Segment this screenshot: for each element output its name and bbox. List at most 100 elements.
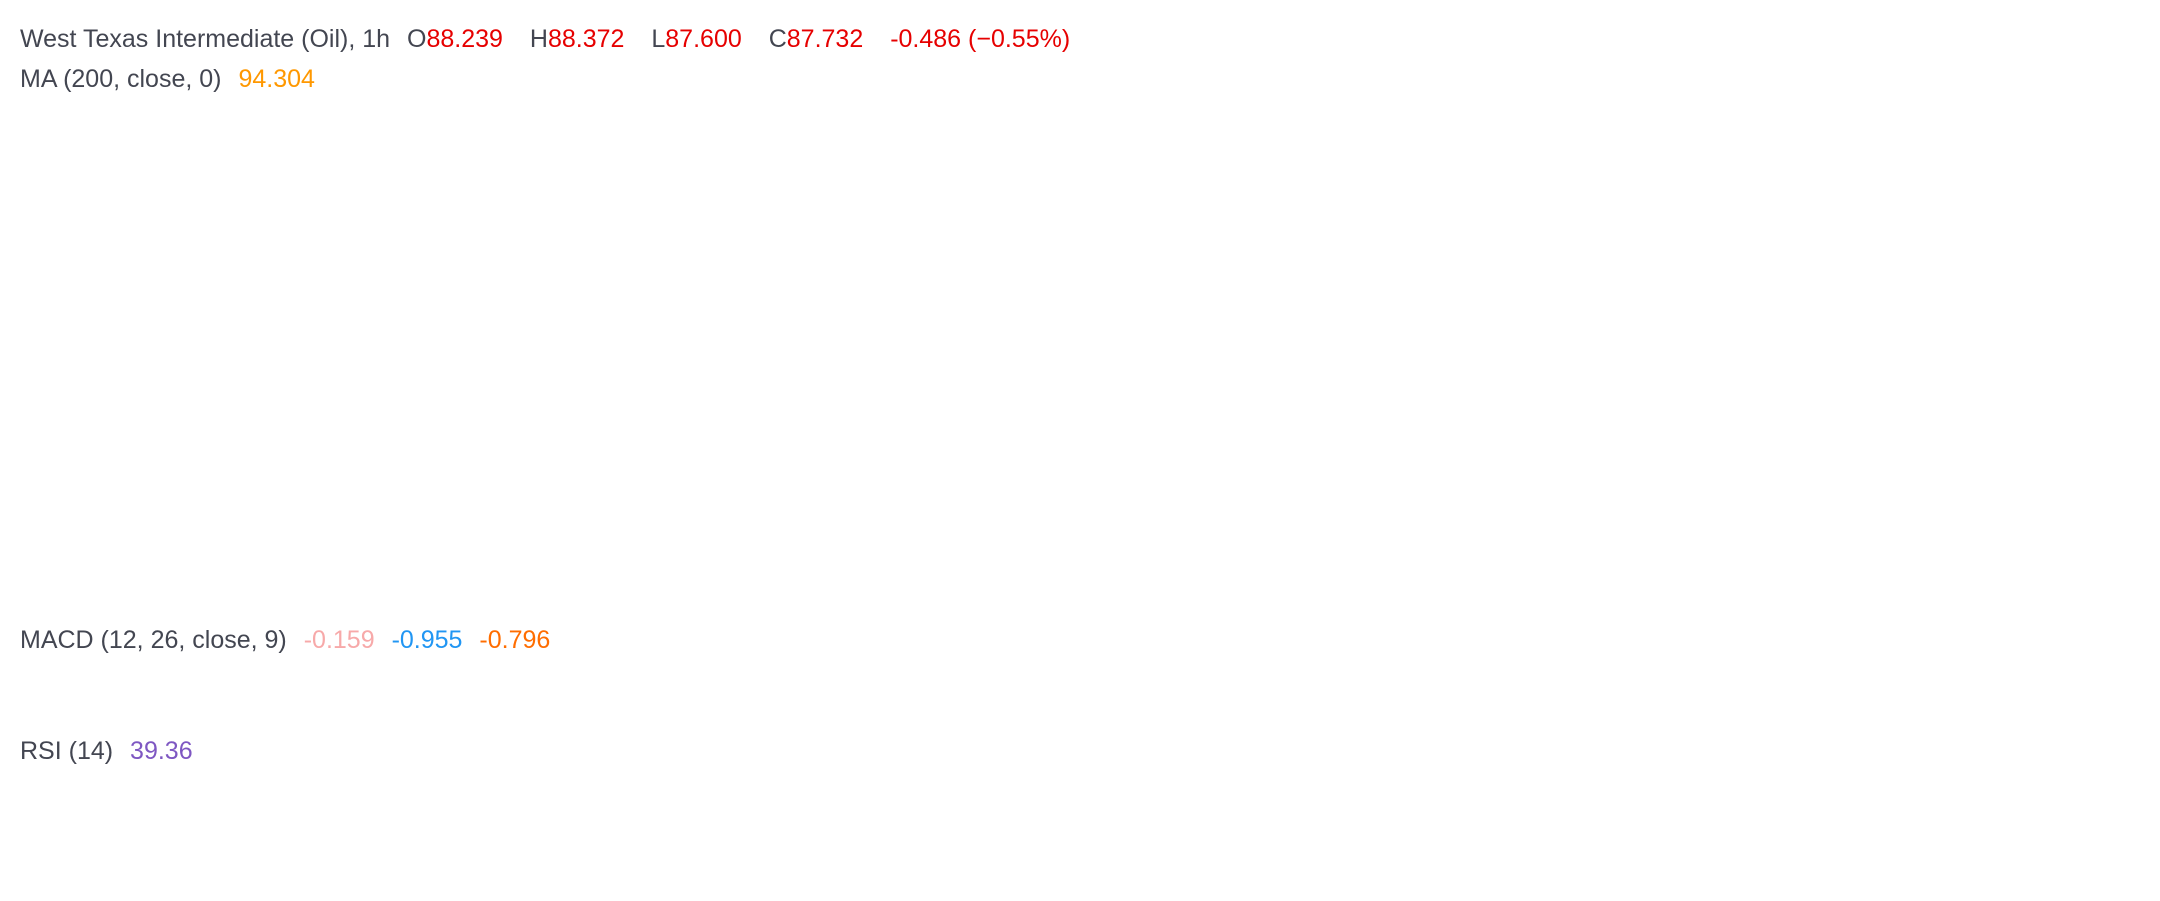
- macd-histogram-bar: [1779, 673, 1784, 677]
- candle-body: [273, 460, 279, 484]
- candles: [5, 80, 1954, 489]
- macd-histogram-bar: [987, 674, 992, 677]
- macd-histogram-bar: [509, 672, 515, 677]
- macd-histogram-bar: [921, 677, 927, 682]
- macd-histogram-bar: [1124, 677, 1130, 680]
- macd-histogram-bar: [90, 677, 96, 686]
- low-label: L: [651, 25, 666, 53]
- last-price-badge: 87.732: [2009, 358, 2132, 401]
- macd-histogram-bar: [365, 672, 371, 677]
- macd-histogram-bar: [306, 672, 312, 677]
- candle-body: [1281, 270, 1287, 276]
- macd-histogram-bar: [1471, 677, 1477, 678]
- candle-body: [1589, 254, 1594, 257]
- macd-histogram-bar: [1399, 677, 1405, 678]
- candle-body: [1713, 369, 1719, 380]
- candle-body: [1510, 297, 1516, 300]
- candle-body: [1726, 390, 1732, 401]
- candle-body: [1124, 302, 1130, 318]
- macd-histogram-bar: [162, 677, 168, 685]
- symbol-title: West Texas Intermediate (Oil), 1h: [20, 25, 391, 53]
- candle-body: [470, 348, 475, 377]
- candle-body: [1864, 330, 1869, 336]
- macd-histogram-bar: [1864, 673, 1869, 677]
- macd-histogram-bar: [424, 674, 430, 677]
- candle-body: [1314, 270, 1320, 273]
- macd-histogram-bar: [1177, 677, 1182, 678]
- macd-histogram-bar: [1366, 677, 1372, 678]
- macd-histogram-bar: [1464, 677, 1470, 679]
- macd-histogram-bar: [673, 677, 678, 680]
- candle-body: [1150, 320, 1156, 323]
- macd-histogram-bar: [372, 671, 377, 677]
- candle-body: [1916, 382, 1922, 395]
- macd-signal-line: [7, 662, 1952, 711]
- macd-hist-value: -0.159: [303, 626, 375, 654]
- macd-histogram-bar: [1072, 677, 1077, 679]
- macd-histogram-bar: [771, 675, 776, 677]
- macd-line: [7, 659, 1952, 716]
- candle-body: [1857, 335, 1863, 351]
- candle-body: [1373, 269, 1378, 273]
- candle-body: [1949, 379, 1954, 382]
- macd-histogram-bar: [1654, 677, 1660, 678]
- candle-body: [1491, 298, 1496, 303]
- macd-histogram-bar: [1595, 674, 1601, 677]
- rsi-legend: RSI (14) 39.36: [20, 737, 203, 766]
- macd-histogram-bar: [241, 674, 246, 677]
- candle-body: [503, 317, 508, 322]
- candle-body: [1118, 299, 1123, 303]
- macd-histogram-bar: [273, 677, 279, 678]
- macd-histogram-bar: [1726, 677, 1732, 685]
- candle-body: [84, 255, 89, 258]
- candle-body: [817, 257, 822, 267]
- candle-body: [509, 321, 515, 335]
- candle-body: [1772, 348, 1778, 355]
- rsi-badge-bg: [2009, 777, 2121, 820]
- candle-body: [1340, 268, 1346, 273]
- candle-body: [182, 393, 187, 396]
- candle-body: [1360, 271, 1365, 275]
- macd-histogram-bar: [1549, 673, 1555, 677]
- candle-body: [771, 263, 776, 276]
- candle-body: [169, 397, 174, 400]
- candle-body: [784, 244, 789, 265]
- candle-body: [843, 253, 848, 258]
- macd-histogram-bar: [1386, 677, 1392, 678]
- macd-histogram-bar: [686, 677, 691, 680]
- macd-histogram-bar: [1707, 677, 1712, 687]
- macd-histogram-bar: [1379, 677, 1385, 678]
- candle-body: [339, 450, 345, 454]
- macd-histogram-bar: [705, 677, 711, 680]
- candle-body: [666, 296, 672, 302]
- macd-histogram-bar: [130, 677, 135, 687]
- candle-body: [1464, 311, 1470, 318]
- candle-body: [1196, 279, 1202, 297]
- candle-body: [1098, 285, 1104, 290]
- candle-body: [908, 329, 914, 332]
- candle-body: [1543, 263, 1549, 281]
- macd-histogram-bar: [1019, 674, 1025, 677]
- candle-body: [1019, 271, 1025, 273]
- candle-body: [1798, 345, 1804, 347]
- candle-body: [620, 286, 626, 294]
- macd-signal-badge: [2009, 700, 2129, 710]
- last-price-badge-text: 87.732: [2029, 365, 2116, 394]
- macd-histogram-bar: [228, 674, 233, 677]
- macd-histogram-bar: [1739, 677, 1745, 683]
- candle-body: [660, 291, 665, 297]
- candle-body: [1497, 298, 1503, 303]
- candle-body: [732, 311, 737, 314]
- macd-histogram-bar: [1805, 672, 1810, 677]
- macd-histogram-bar: [1530, 673, 1535, 677]
- macd-histogram-bar: [1196, 674, 1202, 677]
- macd-histogram-bar: [1059, 677, 1064, 678]
- macd-histogram-bar: [561, 677, 567, 679]
- macd-histogram-bar: [1281, 677, 1287, 678]
- macd-histogram-bar: [300, 673, 305, 677]
- macd-histogram-bar: [1275, 676, 1280, 678]
- macd-histogram-bar: [581, 676, 587, 678]
- macd-histogram-bar: [1046, 677, 1051, 678]
- candle-body: [646, 285, 652, 289]
